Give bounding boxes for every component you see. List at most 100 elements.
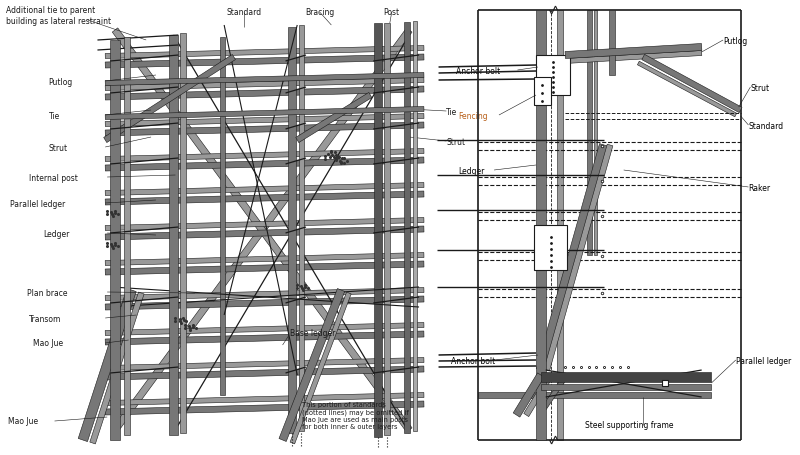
- Polygon shape: [105, 87, 424, 101]
- Point: [325, 149, 338, 156]
- Text: Base ledger: Base ledger: [290, 329, 336, 338]
- Point: [340, 158, 353, 166]
- Text: Post: Post: [384, 7, 400, 16]
- Polygon shape: [513, 373, 544, 417]
- Text: Fencing: Fencing: [458, 111, 488, 120]
- Polygon shape: [289, 28, 296, 433]
- Polygon shape: [536, 11, 546, 440]
- Point: [330, 157, 342, 165]
- Point: [109, 242, 122, 249]
- Polygon shape: [565, 51, 702, 64]
- Point: [329, 149, 342, 156]
- Point: [184, 326, 197, 334]
- Polygon shape: [110, 41, 120, 440]
- Point: [290, 285, 303, 293]
- Polygon shape: [536, 56, 570, 96]
- Point: [330, 156, 342, 163]
- Text: Transom: Transom: [30, 314, 62, 323]
- Point: [184, 325, 197, 332]
- Text: Anchor bolt: Anchor bolt: [456, 66, 500, 76]
- Polygon shape: [642, 55, 742, 113]
- Point: [186, 322, 199, 329]
- Point: [106, 212, 119, 220]
- Text: Standard: Standard: [749, 121, 783, 130]
- Polygon shape: [105, 157, 424, 172]
- Point: [190, 324, 202, 332]
- Polygon shape: [105, 288, 424, 301]
- Point: [111, 211, 124, 218]
- Text: Plan brace: Plan brace: [27, 288, 68, 297]
- Text: Putlog: Putlog: [723, 36, 747, 46]
- Polygon shape: [534, 226, 567, 270]
- Point: [322, 151, 334, 158]
- Polygon shape: [384, 24, 390, 435]
- Polygon shape: [478, 392, 711, 398]
- Polygon shape: [541, 372, 711, 382]
- Text: Bracing: Bracing: [305, 7, 334, 16]
- Point: [106, 244, 119, 252]
- Polygon shape: [105, 393, 424, 405]
- Point: [330, 152, 342, 159]
- Polygon shape: [105, 78, 424, 91]
- Text: Tie: Tie: [49, 111, 60, 120]
- Polygon shape: [536, 144, 609, 372]
- Polygon shape: [124, 38, 130, 435]
- Point: [101, 207, 114, 215]
- Point: [318, 156, 331, 163]
- Point: [296, 286, 309, 293]
- Point: [326, 152, 338, 160]
- Polygon shape: [296, 93, 372, 143]
- Point: [179, 318, 192, 325]
- Text: Anchor bolt: Anchor bolt: [451, 356, 495, 365]
- Point: [298, 282, 311, 289]
- Polygon shape: [105, 401, 424, 415]
- Point: [108, 240, 121, 247]
- Point: [178, 321, 191, 329]
- Text: Ledger: Ledger: [43, 229, 70, 238]
- Point: [106, 243, 118, 250]
- Point: [111, 243, 124, 250]
- Point: [324, 154, 337, 161]
- Polygon shape: [524, 374, 553, 417]
- Polygon shape: [414, 22, 417, 431]
- Polygon shape: [539, 376, 567, 415]
- Polygon shape: [220, 38, 225, 395]
- Polygon shape: [105, 183, 424, 196]
- Point: [338, 155, 350, 162]
- Point: [101, 239, 114, 247]
- Text: This portion of standards
(dotted lines) may be omitted if
Mao Jue are used as m: This portion of standards (dotted lines)…: [302, 401, 409, 429]
- Polygon shape: [105, 107, 424, 120]
- Point: [169, 318, 182, 325]
- Polygon shape: [541, 384, 711, 390]
- Text: Mao Jue: Mao Jue: [33, 339, 63, 348]
- Point: [332, 154, 345, 162]
- Polygon shape: [180, 34, 186, 433]
- Polygon shape: [405, 23, 410, 433]
- Polygon shape: [105, 262, 424, 275]
- Polygon shape: [594, 11, 597, 255]
- Text: Standard: Standard: [226, 7, 261, 16]
- Text: Parallel ledger: Parallel ledger: [736, 356, 791, 365]
- Polygon shape: [112, 29, 412, 432]
- Text: Parallel ledger: Parallel ledger: [10, 199, 65, 208]
- Point: [299, 284, 312, 291]
- Text: Strut: Strut: [750, 83, 770, 92]
- Point: [335, 155, 348, 162]
- Polygon shape: [558, 11, 563, 440]
- Point: [334, 158, 346, 165]
- Point: [101, 211, 114, 218]
- Text: Putlog: Putlog: [49, 77, 73, 86]
- Polygon shape: [105, 55, 424, 69]
- Point: [330, 156, 342, 163]
- Text: Tie: Tie: [446, 107, 458, 116]
- Point: [174, 319, 187, 327]
- Point: [108, 208, 121, 215]
- Polygon shape: [105, 149, 424, 162]
- Point: [328, 154, 341, 162]
- Point: [296, 285, 309, 292]
- Text: Strut: Strut: [446, 137, 466, 146]
- Point: [105, 209, 118, 216]
- Point: [106, 211, 118, 218]
- Text: Additional tie to parent
building as lateral restraint: Additional tie to parent building as lat…: [6, 6, 111, 25]
- Point: [174, 318, 186, 325]
